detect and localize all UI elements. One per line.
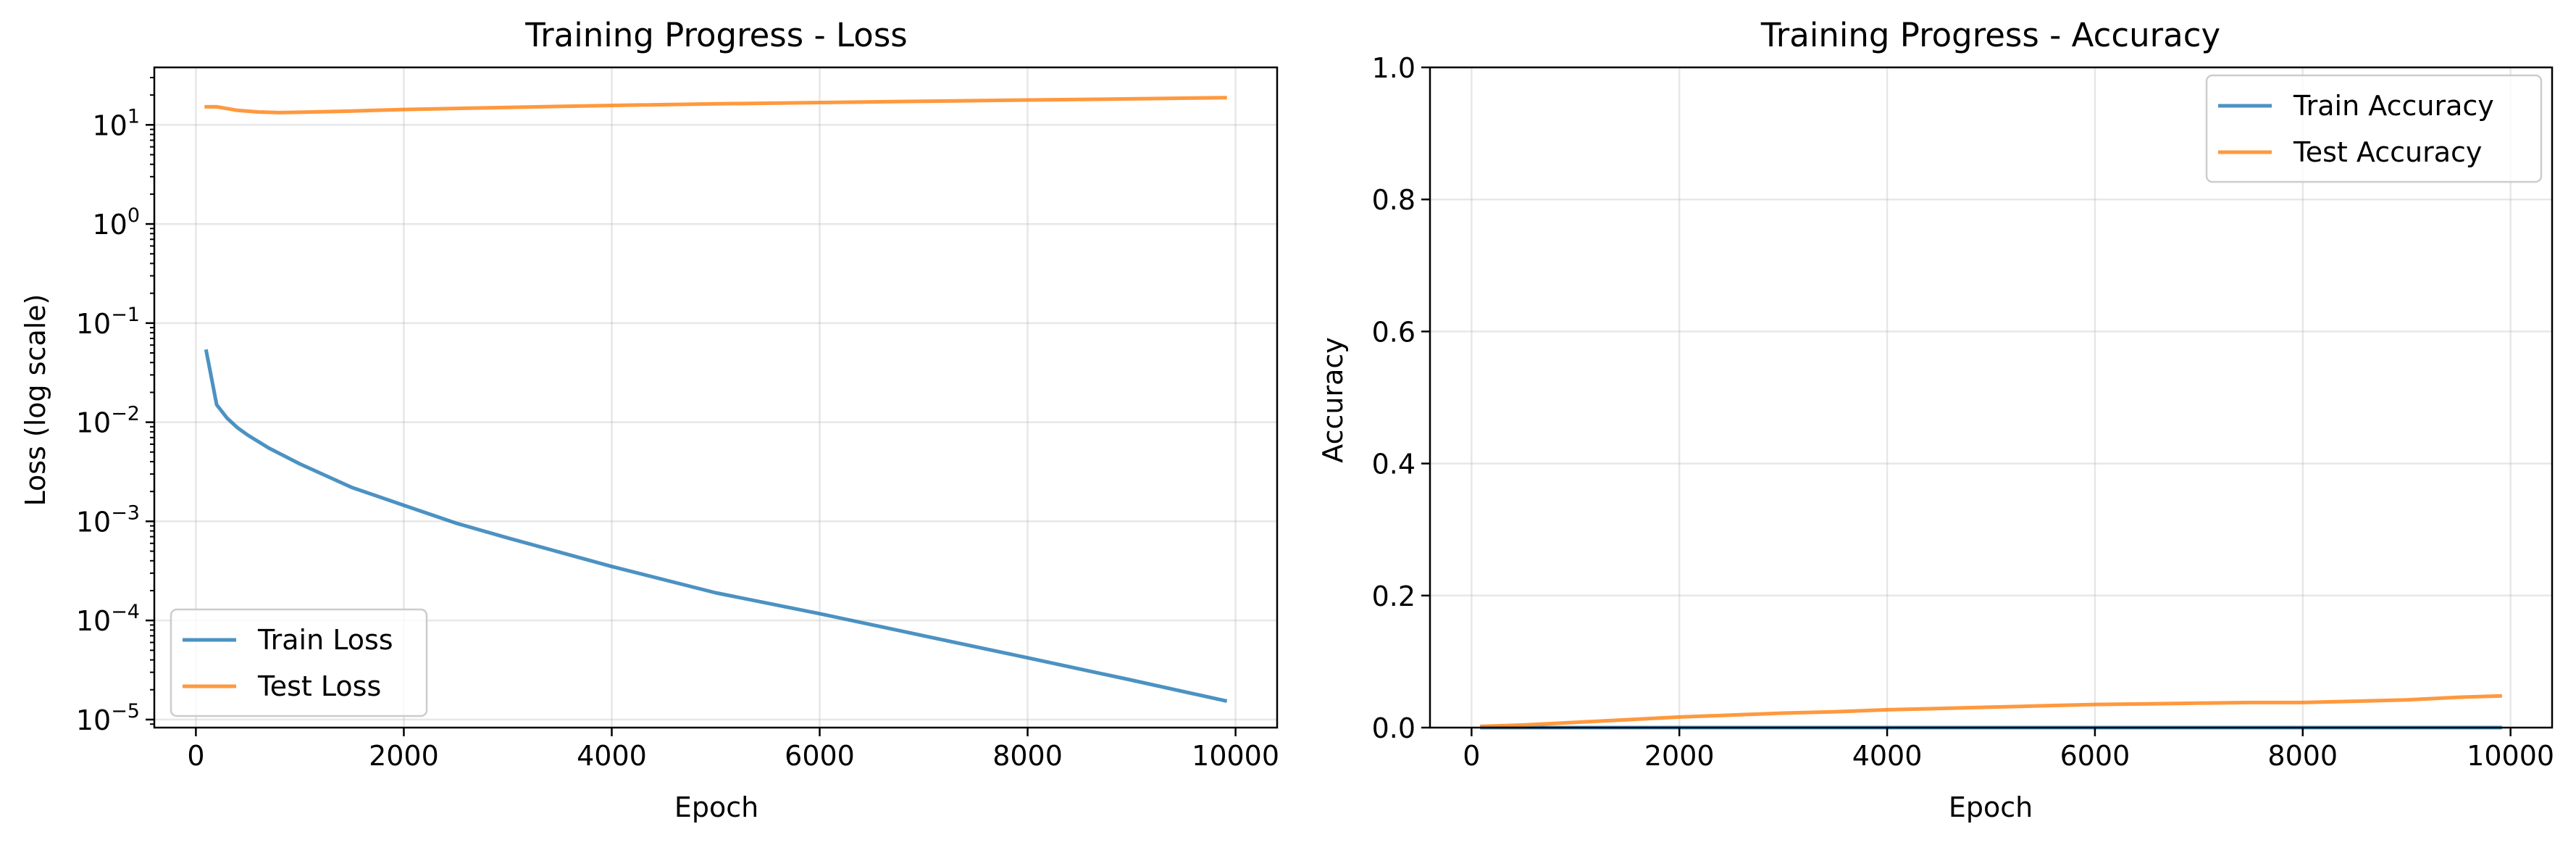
loss-chart-ylabel: Loss (log scale) [20, 294, 51, 507]
loss-chart-legend: Train Loss Test Loss [170, 608, 428, 717]
accuracy-chart-x-tick-label: 4000 [1852, 740, 1923, 772]
accuracy-chart-y-tick-label: 0.4 [1372, 449, 1415, 480]
loss-chart-y-tick-exponent: −3 [111, 501, 140, 524]
accuracy-chart-x-tick-label: 10000 [2467, 740, 2554, 772]
loss-chart-y-tick-base: 10 [92, 209, 127, 241]
accuracy-chart-title: Training Progress - Accuracy [1760, 16, 2220, 54]
accuracy-chart-axes: 0 2000 4000 6000 8000 10000 0.0 0.2 0.4 0.6 0.8 1.0 [1372, 52, 2555, 772]
accuracy-chart-legend-label: Test Accuracy [2293, 136, 2482, 168]
loss-chart-grid [154, 67, 1277, 728]
accuracy-chart-ylabel: Accuracy [1317, 337, 1349, 463]
loss-chart-axes: 0 2000 4000 6000 8000 1000010−510−410−310−210… [76, 66, 1279, 772]
loss-chart-y-tick-base: 10 [76, 506, 111, 538]
loss-chart-title: Training Progress - Loss [524, 16, 907, 54]
accuracy-chart: Training Progress - Accuracy 0 2000 4000 60… [1317, 16, 2554, 823]
loss-chart-y-tick-label: 10−3 [76, 501, 140, 538]
accuracy-chart-legend: Train Accuracy Test Accuracy [2205, 74, 2543, 183]
accuracy-chart-x-tick-label: 6000 [2060, 740, 2130, 772]
loss-chart-legend-label: Train Loss [257, 624, 393, 656]
loss-chart-x-tick-label: 10000 [1192, 740, 1279, 772]
loss-chart-y-tick-exponent: −5 [111, 700, 140, 723]
loss-chart-y-tick-base: 10 [92, 109, 127, 141]
loss-chart-y-tick-base: 10 [76, 308, 111, 340]
loss-chart-y-tick-exponent: −4 [111, 601, 140, 623]
loss-chart-axes-frame [153, 66, 1279, 729]
accuracy-chart-y-tick-label: 0.6 [1372, 316, 1415, 348]
accuracy-chart-x-tick-label: 8000 [2267, 740, 2338, 772]
loss-chart-y-tick-exponent: −2 [111, 403, 140, 425]
accuracy-chart-y-tick-label: 0.0 [1372, 712, 1415, 744]
accuracy-chart-y-tick-label: 1.0 [1372, 52, 1415, 84]
accuracy-chart-series-test-accuracy [1480, 694, 2502, 728]
accuracy-chart-axes-frame [1429, 66, 2554, 729]
loss-chart-x-tick-label: 4000 [577, 740, 647, 772]
loss-chart-y-tick-label: 100 [92, 204, 140, 241]
loss-chart-y-tick-exponent: 1 [127, 105, 140, 128]
loss-chart-y-tick-label: 10−1 [76, 304, 140, 340]
loss-chart-series-test-loss [204, 96, 1227, 115]
loss-chart-y-tick-label: 10−2 [76, 403, 140, 439]
loss-chart-x-tick-label: 6000 [785, 740, 855, 772]
loss-chart-y-tick-label: 10−5 [76, 700, 140, 736]
loss-chart-y-tick-label: 10−4 [76, 601, 140, 637]
loss-chart-legend-box [170, 608, 428, 717]
accuracy-chart-legend-label: Train Accuracy [2293, 90, 2494, 122]
loss-chart-y-tick-base: 10 [76, 704, 111, 736]
accuracy-chart-y-tick-label: 0.8 [1372, 184, 1415, 216]
loss-chart-series [204, 96, 1228, 703]
loss-chart-y-tick-base: 10 [76, 407, 111, 439]
accuracy-chart-xlabel: Epoch [1949, 791, 2033, 823]
loss-chart-y-tick-exponent: −1 [111, 304, 140, 326]
loss-chart-legend-label: Test Loss [257, 670, 381, 702]
loss-chart-xlabel: Epoch [674, 791, 758, 823]
loss-chart-x-tick-label: 2000 [369, 740, 439, 772]
loss-chart-series-train-loss [204, 349, 1228, 703]
accuracy-chart-x-tick-label: 0 [1463, 740, 1480, 772]
loss-chart-y-tick-exponent: 0 [127, 204, 140, 227]
accuracy-chart-y-tick-label: 0.2 [1372, 580, 1415, 612]
loss-chart-x-tick-label: 0 [187, 740, 204, 772]
loss-chart: Training Progress - Loss 0 2000 4000 6000 80… [20, 16, 1279, 823]
loss-chart-x-tick-label: 8000 [992, 740, 1063, 772]
loss-chart-y-tick-base: 10 [76, 605, 111, 637]
accuracy-chart-x-tick-label: 2000 [1644, 740, 1715, 772]
accuracy-chart-legend-box [2205, 74, 2543, 183]
loss-chart-y-tick-label: 101 [92, 105, 140, 141]
